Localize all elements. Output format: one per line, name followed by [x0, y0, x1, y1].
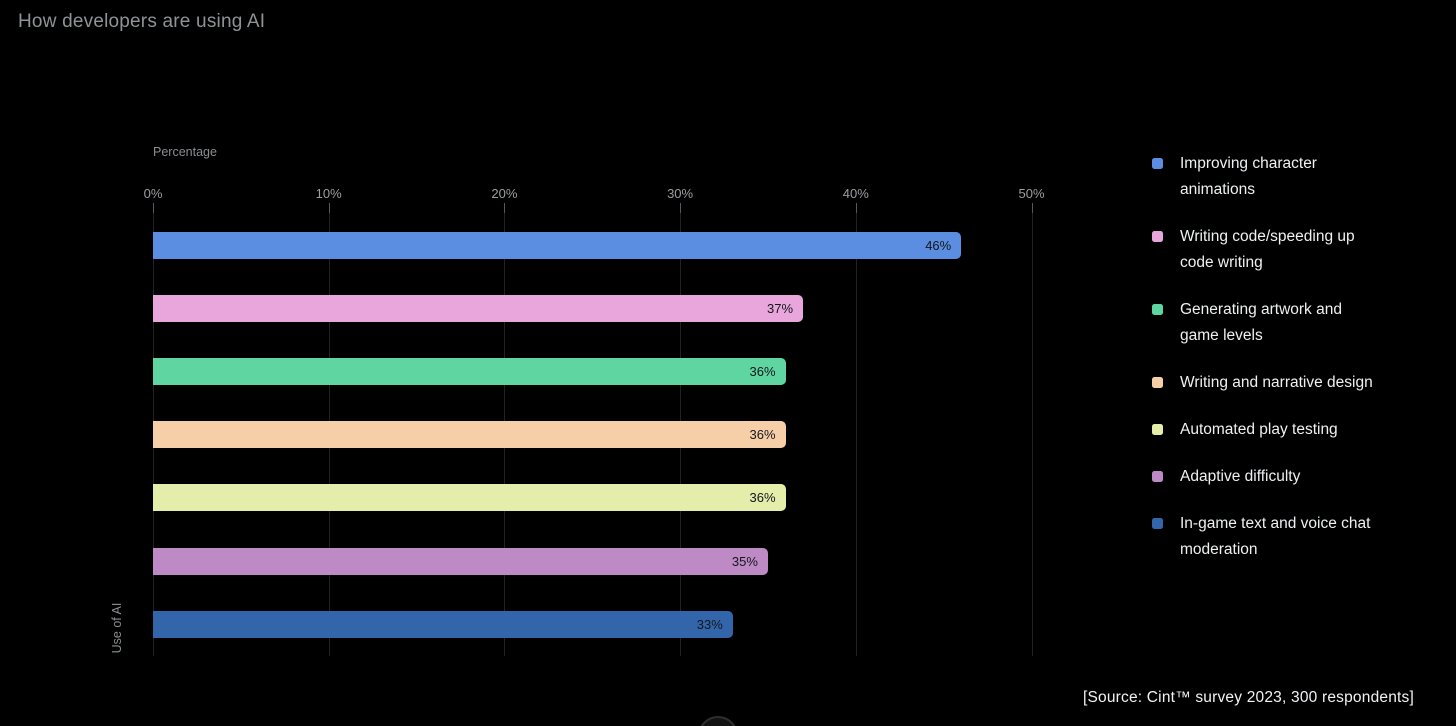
x-tick-label: 20% — [491, 186, 518, 201]
bar: 33% — [153, 610, 733, 638]
bar-value-label: 36% — [749, 363, 776, 379]
legend-item: Writing code/speeding up code writing — [1152, 224, 1442, 276]
x-tick-label: 0% — [143, 186, 163, 201]
bar: 35% — [153, 547, 768, 575]
legend-label: Writing code/speeding up code writing — [1180, 228, 1355, 271]
legend-label: Improving character animations — [1180, 155, 1317, 198]
bar-value-label: 37% — [767, 300, 794, 316]
tick-mark — [328, 203, 330, 213]
legend-label: Generating artwork and game levels — [1180, 301, 1342, 344]
legend-item: Writing and narrative design — [1152, 370, 1442, 396]
legend-item: Adaptive difficulty — [1152, 464, 1442, 490]
bottom-partial-circle-button[interactable] — [698, 716, 738, 726]
legend-label: Automated play testing — [1180, 421, 1338, 438]
gridline — [1031, 203, 1033, 656]
bar: 36% — [153, 484, 786, 512]
bar: 37% — [153, 294, 804, 322]
legend-label: Writing and narrative design — [1180, 374, 1373, 391]
legend-label: In-game text and voice chat moderation — [1180, 515, 1371, 558]
x-tick-label: 50% — [1018, 186, 1045, 201]
x-axis-title: Percentage — [153, 145, 217, 159]
bar: 46% — [153, 231, 962, 259]
tick-mark — [680, 203, 682, 213]
legend-item: Automated play testing — [1152, 417, 1442, 443]
legend-color-swatch — [1152, 231, 1163, 242]
x-tick-label: 30% — [667, 186, 694, 201]
x-tick-label: 40% — [842, 186, 869, 201]
tick-mark — [1031, 203, 1033, 213]
bar-value-label: 36% — [749, 490, 776, 506]
tick-mark — [153, 203, 154, 213]
bar: 36% — [153, 421, 786, 449]
legend-color-swatch — [1152, 158, 1163, 169]
gridline — [855, 203, 857, 656]
legend-label: Adaptive difficulty — [1180, 468, 1301, 485]
bar-value-label: 36% — [749, 427, 776, 443]
legend-item: In-game text and voice chat moderation — [1152, 511, 1442, 563]
chart-legend: Improving character animations Writing cod… — [1152, 151, 1442, 584]
source-caption: [Source: Cint™ survey 2023, 300 responde… — [1082, 689, 1414, 706]
tick-mark — [855, 203, 857, 213]
legend-item: Generating artwork and game levels — [1152, 297, 1442, 349]
y-axis-title: Use of AI — [110, 602, 124, 654]
legend-color-swatch — [1152, 518, 1163, 529]
bar-value-label: 35% — [731, 553, 758, 569]
bar-value-label: 46% — [925, 237, 952, 253]
legend-item: Improving character animations — [1152, 151, 1442, 203]
legend-color-swatch — [1152, 424, 1163, 435]
bar: 36% — [153, 357, 786, 385]
legend-color-swatch — [1152, 377, 1163, 388]
x-tick-label: 10% — [315, 186, 342, 201]
legend-color-swatch — [1152, 304, 1163, 315]
bar-value-label: 33% — [696, 616, 723, 632]
tick-mark — [504, 203, 506, 213]
legend-color-swatch — [1152, 471, 1163, 482]
page-title: How developers are using AI — [18, 11, 266, 32]
